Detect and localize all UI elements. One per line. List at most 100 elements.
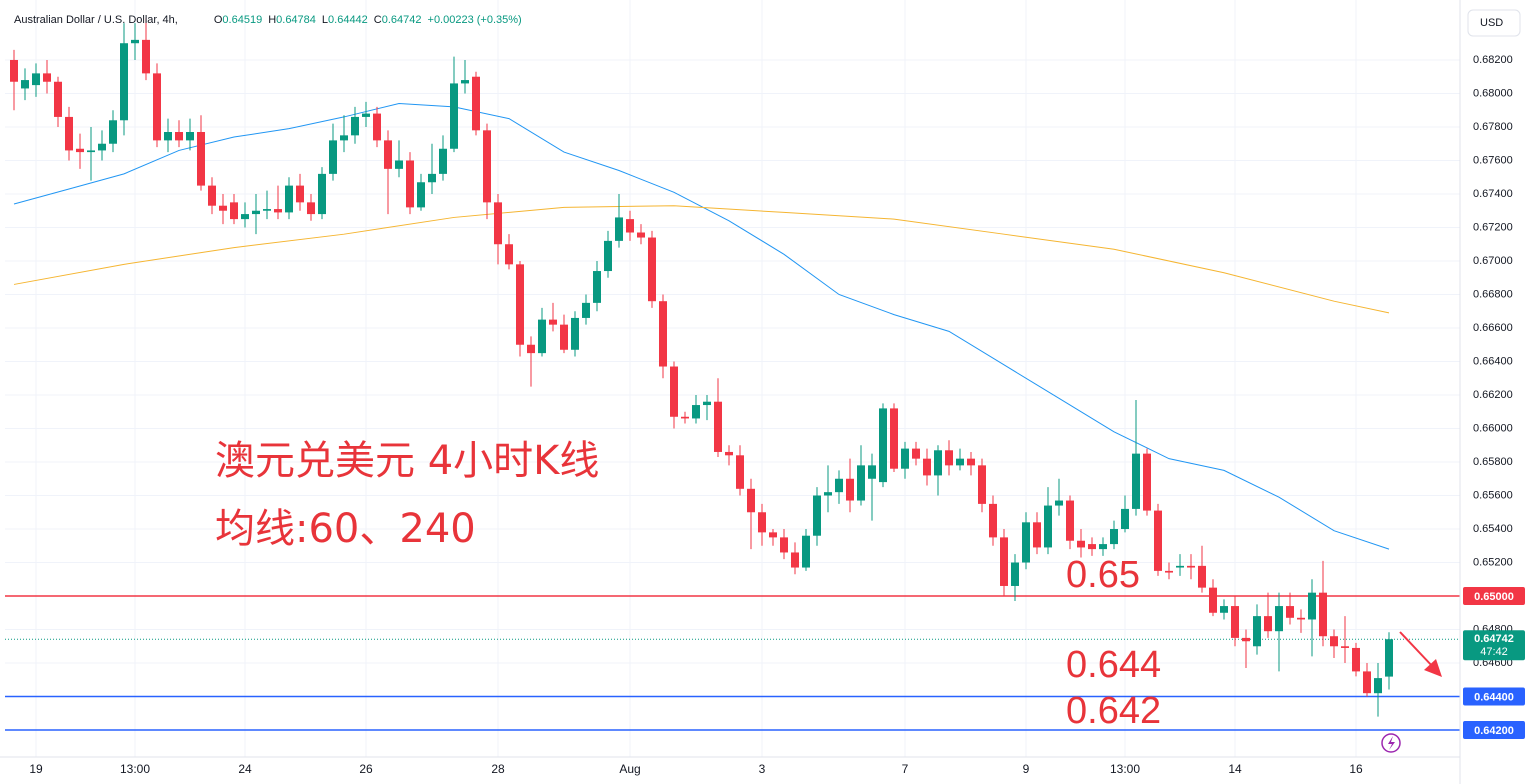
candle-body xyxy=(208,185,216,206)
price-tag xyxy=(1463,687,1525,706)
candle-body xyxy=(989,503,997,538)
y-tick-label: 0.66000 xyxy=(1473,422,1513,434)
candle-body xyxy=(659,301,667,367)
y-tick-label: 0.65200 xyxy=(1473,556,1513,568)
candle-body xyxy=(615,217,623,241)
price-tag-label: 0.64400 xyxy=(1474,691,1514,703)
candle-body xyxy=(164,132,172,141)
plot-area xyxy=(5,0,1460,757)
alert-icon[interactable] xyxy=(1381,733,1401,753)
currency-label[interactable]: USD xyxy=(1480,17,1503,29)
x-tick-label: Aug xyxy=(619,762,640,776)
x-tick-label: 19 xyxy=(29,762,43,776)
candle-body xyxy=(604,240,612,272)
x-tick-label: 13:00 xyxy=(1110,762,1140,776)
candle-body xyxy=(1099,544,1107,550)
price-tag-label: 0.64200 xyxy=(1474,725,1514,737)
candle-body xyxy=(1176,565,1184,568)
annotation-level: 0.644 xyxy=(1066,644,1161,686)
candle-body xyxy=(890,408,898,469)
candle-body xyxy=(1143,453,1151,511)
candle-body xyxy=(1187,565,1195,568)
ohlc-value: 0.64742 xyxy=(382,14,422,26)
ohlc-key: O xyxy=(214,14,223,26)
candle-body xyxy=(219,205,227,211)
y-tick-label: 0.65600 xyxy=(1473,489,1513,501)
chart-header: Australian Dollar / U.S. Dollar, 4h, O0.6… xyxy=(14,14,522,26)
candle-body xyxy=(340,135,348,141)
y-tick-label: 0.66200 xyxy=(1473,389,1513,401)
candle-body xyxy=(153,73,161,141)
candle-body xyxy=(54,81,62,117)
candle-body xyxy=(769,532,777,538)
candle-body xyxy=(439,148,447,174)
candle-body xyxy=(1011,562,1019,586)
candle-body xyxy=(241,214,249,220)
candle-body xyxy=(296,185,304,203)
candle-body xyxy=(362,113,370,117)
alert-circle[interactable] xyxy=(1381,733,1401,753)
price-tag-label: 0.65000 xyxy=(1474,591,1514,603)
candle-body xyxy=(758,512,766,533)
x-tick-label: 16 xyxy=(1349,762,1363,776)
candle-body xyxy=(560,324,568,350)
alert-bolt[interactable] xyxy=(1388,736,1395,750)
price-tag xyxy=(1463,721,1525,740)
annotation-ma: 均线:60、240 xyxy=(215,506,476,552)
y-tick-label: 0.67800 xyxy=(1473,121,1513,133)
change: +0.00223 (+0.35%) xyxy=(428,14,522,26)
candle-body xyxy=(1033,522,1041,548)
x-tick-label: 24 xyxy=(238,762,252,776)
candle-body xyxy=(373,113,381,141)
candle-body xyxy=(395,160,403,169)
candle-body xyxy=(274,209,282,213)
candle-body xyxy=(813,495,821,536)
annotation-level: 0.65 xyxy=(1066,554,1140,596)
candle-body xyxy=(714,401,722,452)
candle-body xyxy=(32,73,40,86)
candle-body xyxy=(76,148,84,153)
currency-button[interactable]: USD xyxy=(1467,9,1521,37)
x-tick-label: 9 xyxy=(1023,762,1030,776)
candle-body xyxy=(450,83,458,149)
candle-body xyxy=(1352,647,1360,672)
candle-body xyxy=(681,416,689,419)
candle-body xyxy=(703,401,711,406)
candle-body xyxy=(1088,544,1096,550)
moving-average xyxy=(13,205,1390,314)
candle-body xyxy=(1286,606,1294,618)
candle-body xyxy=(648,237,656,302)
current-price-tag xyxy=(1463,630,1525,661)
y-tick-label: 0.66800 xyxy=(1473,288,1513,300)
candle-body xyxy=(483,130,491,203)
candle-body xyxy=(65,116,73,151)
candle-body xyxy=(285,185,293,213)
candle-body xyxy=(835,478,843,493)
ohlc-key: L xyxy=(322,14,328,26)
candle-body xyxy=(461,80,469,84)
candle-body xyxy=(725,451,733,456)
candle-body xyxy=(1242,637,1250,642)
candle-body xyxy=(1220,606,1228,613)
candle-body xyxy=(1374,678,1382,694)
candle-body xyxy=(186,132,194,141)
candle-body xyxy=(230,202,238,220)
candle-body xyxy=(472,76,480,131)
candle-body xyxy=(791,552,799,568)
candle-body xyxy=(1077,540,1085,548)
annotation-level: 0.642 xyxy=(1066,690,1161,732)
candle-body xyxy=(1165,570,1173,573)
candle-body xyxy=(1253,616,1261,647)
ohlc-key: C xyxy=(374,14,382,26)
current-price-label: 0.64742 xyxy=(1474,633,1514,645)
y-tick-label: 0.67000 xyxy=(1473,255,1513,267)
currency-box[interactable] xyxy=(1467,9,1521,37)
candle-body xyxy=(1341,646,1349,648)
candle-body xyxy=(120,43,128,121)
candle-body xyxy=(901,448,909,469)
y-tick-label: 0.65800 xyxy=(1473,456,1513,468)
candle-body xyxy=(626,219,634,233)
candle-body xyxy=(1000,537,1008,586)
candle-body xyxy=(1330,636,1338,647)
